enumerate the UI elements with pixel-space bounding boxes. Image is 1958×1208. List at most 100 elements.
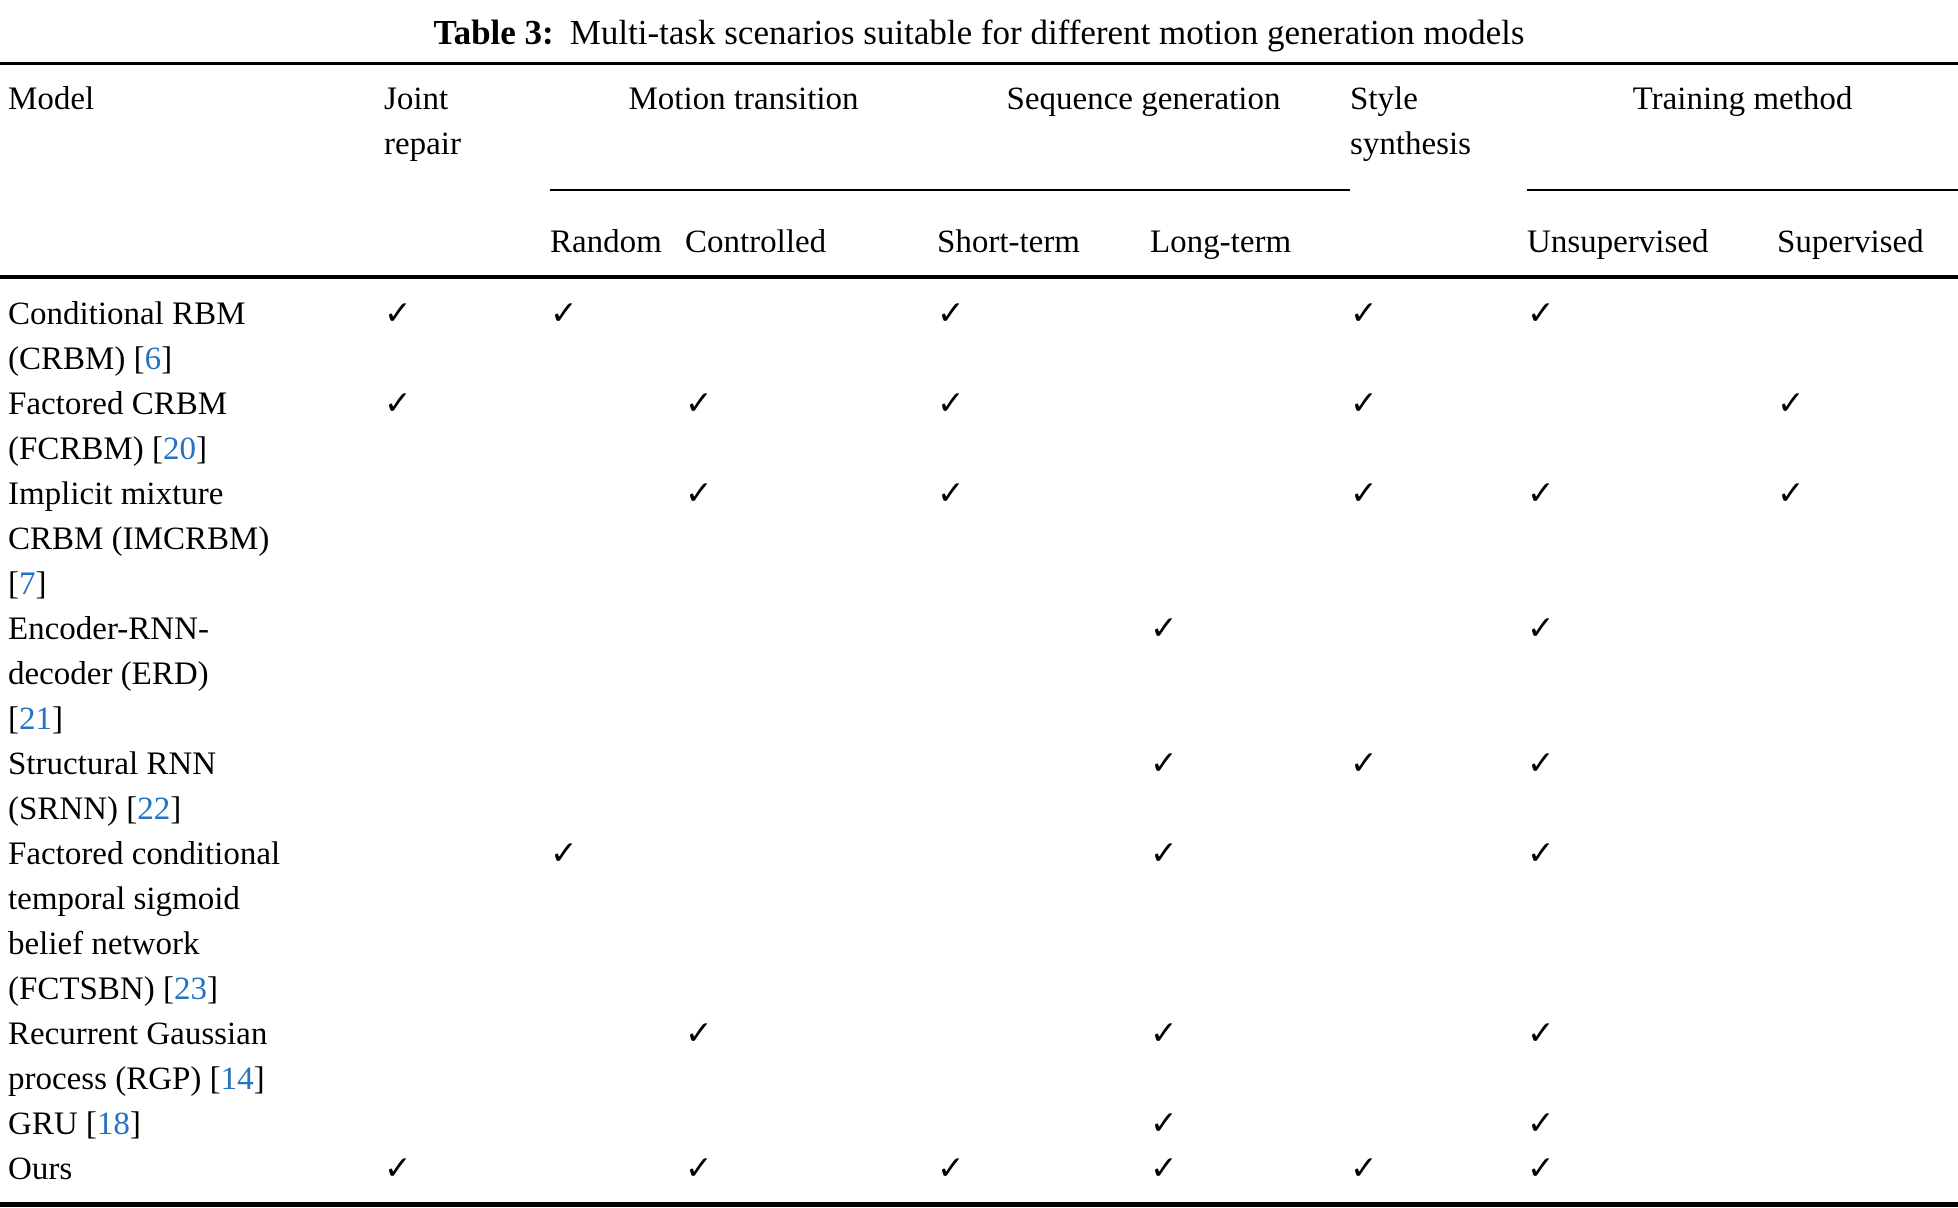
- check-cell-controlled: ✓: [685, 1147, 937, 1205]
- table-row: Implicit mixture CRBM (IMCRBM) [7] ✓ ✓ ✓ ✓ ✓: [0, 472, 1958, 607]
- check-icon: ✓: [1527, 476, 1555, 512]
- col-header-joint-repair: Joint repair: [384, 63, 550, 279]
- check-icon: ✓: [1350, 476, 1378, 512]
- check-icon: ✓: [1527, 1106, 1555, 1142]
- caption-label: Table 3:: [433, 13, 554, 52]
- check-icon: ✓: [1150, 611, 1178, 647]
- check-cell-random: [550, 1102, 685, 1147]
- check-icon: ✓: [1350, 1151, 1378, 1187]
- group-header-motion-transition: Motion transition: [550, 63, 937, 191]
- check-cell-random: [550, 607, 685, 742]
- model-name-text: Ours: [8, 1151, 73, 1187]
- check-icon: ✓: [1527, 1151, 1555, 1187]
- check-cell-controlled: ✓: [685, 382, 937, 472]
- check-icon: ✓: [1350, 746, 1378, 782]
- check-cell-short-term: [937, 607, 1150, 742]
- check-cell-short-term: ✓: [937, 472, 1150, 607]
- check-cell-controlled: [685, 1102, 937, 1147]
- citation-link[interactable]: 6: [144, 341, 162, 377]
- group-header-training-method: Training method: [1527, 63, 1958, 191]
- check-cell-short-term: ✓: [937, 277, 1150, 382]
- citation-link[interactable]: 20: [162, 431, 196, 467]
- check-cell-supervised: [1777, 832, 1958, 1012]
- citation-link[interactable]: 22: [137, 791, 171, 827]
- model-name-text: ]: [161, 341, 173, 377]
- citation-link[interactable]: 7: [19, 566, 36, 602]
- header-row-groups: Model Joint repair Motion transition Seq…: [0, 63, 1958, 279]
- model-name-text: Recurrent Gaussian process (RGP) [: [8, 1016, 268, 1097]
- check-cell-style-synthesis: [1350, 832, 1527, 1012]
- caption-text: Multi-task scenarios suitable for differ…: [569, 13, 1525, 52]
- check-cell-unsupervised: ✓: [1527, 277, 1777, 382]
- check-icon: ✓: [384, 296, 412, 332]
- model-name-text: ]: [253, 1061, 265, 1097]
- check-cell-style-synthesis: ✓: [1350, 1147, 1527, 1205]
- check-icon: ✓: [1150, 1151, 1178, 1187]
- model-name-text: ]: [195, 431, 207, 467]
- check-icon: ✓: [384, 386, 412, 422]
- model-name-cell: Conditional RBM (CRBM) [6]: [0, 277, 384, 382]
- check-cell-long-term: [1150, 277, 1350, 382]
- citation-link[interactable]: 14: [220, 1061, 254, 1097]
- model-name-cell: Factored CRBM (FCRBM) [20]: [0, 382, 384, 472]
- check-cell-long-term: ✓: [1150, 1147, 1350, 1205]
- check-cell-controlled: ✓: [685, 1012, 937, 1102]
- header-row-subcolumns: Random Controlled Short-term Long-term U…: [0, 190, 1958, 279]
- check-cell-random: [550, 1147, 685, 1205]
- check-cell-joint-repair: [384, 472, 550, 607]
- table-row: Factored conditional temporal sigmoid be…: [0, 832, 1958, 1012]
- check-cell-long-term: ✓: [1150, 1012, 1350, 1102]
- check-cell-style-synthesis: ✓: [1350, 742, 1527, 832]
- check-cell-supervised: [1777, 742, 1958, 832]
- check-cell-supervised: ✓: [1777, 382, 1958, 472]
- check-cell-supervised: [1777, 607, 1958, 742]
- col-header-model: Model: [0, 63, 384, 279]
- col-header-unsupervised: Unsupervised: [1527, 190, 1777, 279]
- model-name-text: ]: [35, 566, 47, 602]
- check-cell-unsupervised: ✓: [1527, 472, 1777, 607]
- check-cell-short-term: [937, 832, 1150, 1012]
- check-icon: ✓: [1350, 296, 1378, 332]
- check-cell-random: [550, 742, 685, 832]
- col-header-style-synthesis: Style synthesis: [1350, 63, 1527, 279]
- check-cell-joint-repair: [384, 1012, 550, 1102]
- check-cell-joint-repair: [384, 607, 550, 742]
- model-name-text: ]: [52, 701, 63, 737]
- check-icon: ✓: [685, 386, 713, 422]
- check-cell-random: [550, 382, 685, 472]
- check-cell-style-synthesis: ✓: [1350, 382, 1527, 472]
- model-name-text: Implicit mixture CRBM (IMCRBM) [: [8, 476, 270, 602]
- model-name-text: Conditional RBM (CRBM) [: [8, 296, 246, 377]
- check-cell-controlled: [685, 277, 937, 382]
- check-cell-style-synthesis: [1350, 1012, 1527, 1102]
- check-cell-long-term: ✓: [1150, 1102, 1350, 1147]
- check-cell-controlled: [685, 742, 937, 832]
- table-row: GRU [18] ✓ ✓: [0, 1102, 1958, 1147]
- citation-link[interactable]: 18: [96, 1106, 130, 1142]
- model-name-cell: Implicit mixture CRBM (IMCRBM) [7]: [0, 472, 384, 607]
- check-icon: ✓: [384, 1151, 412, 1187]
- model-name-cell: Structural RNN (SRNN) [22]: [0, 742, 384, 832]
- check-icon: ✓: [937, 296, 965, 332]
- model-name-text: ]: [206, 971, 218, 1007]
- check-icon: ✓: [1150, 836, 1178, 872]
- check-icon: ✓: [1527, 746, 1555, 782]
- check-cell-controlled: [685, 832, 937, 1012]
- check-cell-joint-repair: ✓: [384, 382, 550, 472]
- check-icon: ✓: [937, 476, 965, 512]
- check-icon: ✓: [1350, 386, 1378, 422]
- table-caption: Table 3: Multi-task scenarios suitable fo…: [0, 0, 1958, 62]
- col-header-supervised: Supervised: [1777, 190, 1958, 279]
- check-icon: ✓: [685, 1151, 713, 1187]
- check-cell-controlled: [685, 607, 937, 742]
- table-row: Recurrent Gaussian process (RGP) [14] ✓ ✓ ✓: [0, 1012, 1958, 1102]
- model-name-text: Factored conditional temporal sigmoid be…: [8, 836, 281, 1007]
- check-icon: ✓: [937, 386, 965, 422]
- check-cell-random: [550, 1012, 685, 1102]
- check-cell-random: ✓: [550, 277, 685, 382]
- comparison-table: Model Joint repair Motion transition Seq…: [0, 62, 1958, 1207]
- check-cell-supervised: [1777, 277, 1958, 382]
- citation-link[interactable]: 23: [173, 971, 207, 1007]
- citation-link[interactable]: 21: [19, 701, 52, 737]
